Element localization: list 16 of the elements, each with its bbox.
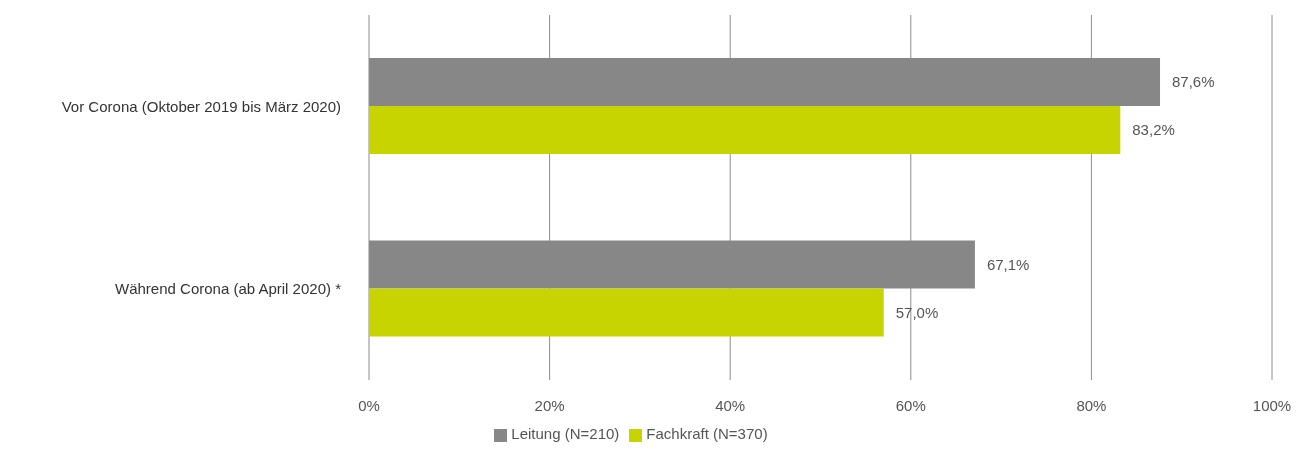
legend-label: Leitung (N=210)	[511, 425, 620, 442]
x-tick-label: 0%	[358, 396, 380, 414]
x-tick-label: 60%	[895, 396, 926, 414]
bar	[369, 288, 884, 337]
legend-label: Fachkraft (N=370)	[646, 425, 768, 442]
data-label: 57,0%	[895, 303, 939, 321]
x-tick-label: 80%	[1076, 396, 1107, 414]
x-tick-label: 20%	[534, 396, 565, 414]
data-label: 83,2%	[1132, 121, 1175, 139]
data-label: 87,6%	[1172, 73, 1215, 91]
x-tick-label: 100%	[1252, 396, 1292, 414]
bar	[369, 106, 1121, 154]
y-tick-label: Während Corona (ab April 2020) *	[115, 280, 342, 298]
x-tick-label: 40%	[715, 396, 746, 414]
y-tick-label: Vor Corona (Oktober 2019 bis März 2020)	[61, 97, 341, 115]
data-label: 67,1%	[986, 255, 1030, 273]
